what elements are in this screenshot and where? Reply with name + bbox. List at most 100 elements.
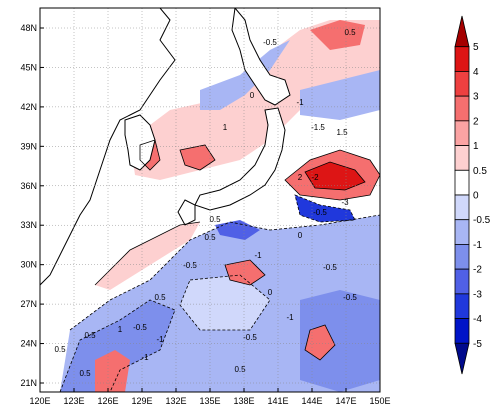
lat-tick-label: 42N xyxy=(20,102,37,112)
colorbar-segment xyxy=(454,95,470,122)
colorbar-segment xyxy=(454,268,470,295)
contour-label: -0.5 xyxy=(263,38,277,47)
contour-label: 0.5 xyxy=(79,369,91,378)
colorbar-label: 1 xyxy=(473,141,479,152)
contour-label: 0 xyxy=(298,231,303,240)
contour-line xyxy=(284,149,380,201)
lon-tick-label: 147E xyxy=(335,396,356,406)
contour-label: 0.5 xyxy=(234,365,246,374)
field-blue-southeast xyxy=(300,290,380,392)
lon-tick-label: 132E xyxy=(165,396,186,406)
contour-label: 0.5 xyxy=(209,215,221,224)
contour-label: -0.5 xyxy=(343,293,357,302)
contour-label: -2 xyxy=(311,173,319,182)
field-red-south-1 xyxy=(95,350,130,392)
contour-label: -1 xyxy=(296,98,304,107)
colorbar-label: 3 xyxy=(473,92,479,103)
colorbar-segment xyxy=(454,293,470,319)
lat-tick-label: 45N xyxy=(20,62,37,72)
contour-line xyxy=(94,221,201,286)
colorbar-label: 2 xyxy=(473,116,479,127)
colorbar-label: 0 xyxy=(473,191,479,202)
colorbar-label: -2 xyxy=(473,265,482,276)
contour-line xyxy=(294,194,356,223)
lat-tick-label: 24N xyxy=(20,339,37,349)
contour-label: -0.5 xyxy=(133,323,147,332)
land-kyushu xyxy=(177,199,196,226)
lat-tick-label: 36N xyxy=(20,181,37,191)
field-red-south-2 xyxy=(225,260,265,285)
colorbar-label: 4 xyxy=(473,67,479,78)
field-red-northeast xyxy=(310,20,365,50)
longitude-axis: 120E 123E 126E 129E 132E 135E 138E 141E 144E 147E… xyxy=(29,388,391,406)
contour-label: 2 xyxy=(298,173,303,182)
contour-label: -3 xyxy=(341,198,349,207)
contour-labels: -0.5 0.5 0 -1 1 -1.5 1.5 2 -2 -3 -0.5 0.5 -1 0 -0.5 0.5… xyxy=(54,28,357,378)
colorbar-label: -0.5 xyxy=(473,215,491,226)
anomaly-field xyxy=(60,20,380,392)
field-red-east-sea xyxy=(180,145,215,170)
colorbar: 5 4 3 2 1 0.5 0 -0.5 -1 -2 -3 -4 -5 xyxy=(454,15,491,375)
contour-label: -0.5 xyxy=(313,208,327,217)
lon-tick-label: 126E xyxy=(97,396,118,406)
contour-label: -0.5 xyxy=(323,263,337,272)
colorbar-segment xyxy=(454,120,470,146)
field-light-blue-north xyxy=(200,40,290,110)
colorbar-label: 5 xyxy=(473,42,479,53)
colorbar-label: 0.5 xyxy=(473,166,487,177)
contour-line xyxy=(304,324,336,361)
latitude-axis: 48N 45N 42N 39N 36N 33N 30N 27N 24N 21N xyxy=(20,23,44,388)
colorbar-label: -1 xyxy=(473,240,482,251)
contour-line xyxy=(179,274,271,331)
lat-tick-label: 33N xyxy=(20,220,37,230)
contour-line xyxy=(179,144,216,171)
colorbar-segment xyxy=(454,219,470,245)
contour-label: -0.5 xyxy=(183,261,197,270)
field-pink-tongue xyxy=(95,222,200,290)
field-red-south-3 xyxy=(305,325,335,360)
colorbar-label: -5 xyxy=(473,339,482,350)
contour-lines xyxy=(59,139,380,392)
lon-tick-label: 150E xyxy=(369,396,390,406)
lon-tick-label: 129E xyxy=(131,396,152,406)
lat-tick-label: 27N xyxy=(20,299,37,309)
lon-tick-label: 120E xyxy=(29,396,50,406)
contour-label: 0 xyxy=(268,288,273,297)
lon-tick-label: 138E xyxy=(233,396,254,406)
field-pink-north xyxy=(130,20,380,180)
contour-label: 0.5 xyxy=(204,233,216,242)
colorbar-segment xyxy=(454,46,470,72)
lat-tick-label: 39N xyxy=(20,141,37,151)
contour-label: 0.5 xyxy=(154,293,166,302)
field-deep-red-core xyxy=(305,162,365,190)
lon-tick-label: 123E xyxy=(63,396,84,406)
colorbar-label: -3 xyxy=(473,289,482,300)
lon-tick-label: 141E xyxy=(267,396,288,406)
colorbar-segment xyxy=(454,145,470,171)
field-deep-blue-core xyxy=(295,195,355,222)
colorbar-segment xyxy=(454,318,470,344)
lat-tick-label: 30N xyxy=(20,260,37,270)
contour-line xyxy=(69,214,380,331)
contour-label: 0 xyxy=(250,91,255,100)
contour-label: 1 xyxy=(223,123,228,132)
colorbar-segment xyxy=(454,71,470,97)
gridlines xyxy=(40,8,380,392)
contour-label: 0.5 xyxy=(344,28,356,37)
contour-label: 1.5 xyxy=(336,128,348,137)
lat-tick-label: 21N xyxy=(20,378,37,388)
colorbar-top-triangle xyxy=(454,15,470,48)
contour-line xyxy=(139,139,161,171)
contour-label: -1 xyxy=(254,251,262,260)
colorbar-label: -4 xyxy=(473,314,482,325)
map-plot-area: -0.5 0.5 0 -1 1 -1.5 1.5 2 -2 -3 -0.5 0.5 -1 0 -0.5 0.5… xyxy=(39,7,381,393)
contour-label: 1 xyxy=(118,325,123,334)
contour-label: -1.5 xyxy=(311,123,325,132)
contour-label: 0.5 xyxy=(54,345,66,354)
field-mid-blue-south xyxy=(60,300,175,392)
lon-tick-label: 144E xyxy=(301,396,322,406)
contour-line xyxy=(304,161,366,191)
contour-line xyxy=(224,259,266,286)
lat-tick-label: 48N xyxy=(20,23,37,33)
